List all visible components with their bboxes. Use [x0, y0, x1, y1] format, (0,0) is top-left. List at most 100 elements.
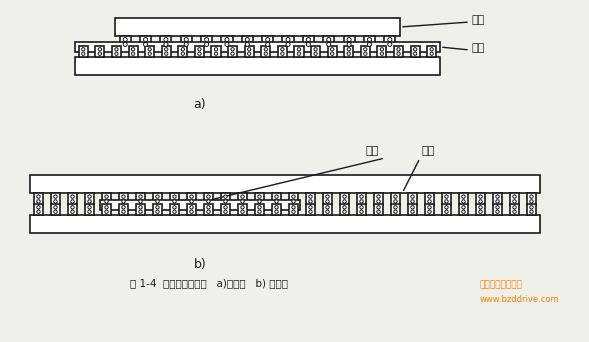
Circle shape	[496, 195, 499, 198]
Bar	[425, 204, 434, 215]
Bar	[34, 193, 43, 205]
Circle shape	[394, 200, 397, 203]
Bar	[427, 46, 436, 57]
Bar	[378, 46, 386, 57]
Circle shape	[190, 210, 193, 213]
Circle shape	[281, 52, 284, 55]
Bar	[34, 204, 43, 215]
Circle shape	[292, 195, 295, 198]
Circle shape	[530, 200, 533, 203]
Circle shape	[54, 195, 57, 198]
Bar	[30, 215, 540, 233]
Text: 初级: 初级	[422, 146, 435, 156]
Bar	[374, 193, 383, 205]
Circle shape	[327, 38, 331, 42]
Circle shape	[309, 200, 312, 203]
Circle shape	[115, 48, 118, 51]
Bar	[303, 36, 314, 48]
Circle shape	[411, 195, 414, 198]
Text: 图 1-4  双边型直线电机   a)短初级   b) 短次级: 图 1-4 双边型直线电机 a)短初级 b) 短次级	[130, 278, 288, 288]
Bar	[187, 204, 196, 215]
Circle shape	[105, 206, 108, 209]
Circle shape	[428, 210, 431, 213]
Circle shape	[224, 206, 227, 209]
Circle shape	[71, 195, 74, 198]
Bar	[306, 193, 315, 205]
Circle shape	[397, 52, 400, 55]
Circle shape	[245, 42, 249, 47]
Bar	[201, 36, 212, 48]
Circle shape	[360, 206, 363, 209]
Circle shape	[224, 200, 227, 203]
Circle shape	[115, 52, 118, 55]
Circle shape	[286, 42, 290, 47]
Circle shape	[204, 38, 209, 42]
Circle shape	[264, 48, 267, 51]
Bar	[327, 46, 337, 57]
Bar	[170, 204, 179, 215]
Bar	[323, 36, 335, 48]
Circle shape	[123, 42, 127, 47]
Circle shape	[530, 210, 533, 213]
Circle shape	[173, 200, 176, 203]
Circle shape	[156, 206, 159, 209]
Circle shape	[190, 200, 193, 203]
Bar	[136, 193, 145, 205]
Circle shape	[368, 42, 372, 47]
Circle shape	[360, 195, 363, 198]
Circle shape	[275, 195, 278, 198]
Bar	[442, 193, 451, 205]
Circle shape	[184, 42, 188, 47]
Circle shape	[139, 195, 142, 198]
Circle shape	[144, 38, 148, 42]
Bar	[476, 193, 485, 205]
Circle shape	[326, 195, 329, 198]
Circle shape	[413, 48, 417, 51]
Circle shape	[148, 48, 151, 51]
Circle shape	[496, 210, 499, 213]
Circle shape	[247, 52, 251, 55]
Circle shape	[258, 195, 261, 198]
Circle shape	[105, 210, 108, 213]
Bar	[294, 46, 303, 57]
Bar	[357, 193, 366, 205]
Circle shape	[266, 42, 270, 47]
Circle shape	[326, 200, 329, 203]
Bar	[153, 204, 162, 215]
Circle shape	[275, 210, 278, 213]
Bar	[262, 46, 270, 57]
Circle shape	[241, 206, 244, 209]
Bar	[85, 193, 94, 205]
Circle shape	[139, 200, 142, 203]
Circle shape	[411, 210, 414, 213]
Bar	[442, 204, 451, 215]
Circle shape	[428, 195, 431, 198]
Circle shape	[207, 210, 210, 213]
Circle shape	[445, 206, 448, 209]
Bar	[411, 46, 420, 57]
Circle shape	[122, 206, 125, 209]
Circle shape	[241, 200, 244, 203]
Bar	[160, 36, 171, 48]
Circle shape	[231, 52, 234, 55]
Circle shape	[139, 206, 142, 209]
Circle shape	[207, 206, 210, 209]
Bar	[211, 46, 221, 57]
Circle shape	[430, 48, 434, 51]
Text: a): a)	[194, 98, 206, 111]
Circle shape	[428, 200, 431, 203]
Bar	[51, 204, 60, 215]
Bar	[394, 46, 403, 57]
Bar	[510, 193, 519, 205]
Circle shape	[148, 52, 151, 55]
Circle shape	[330, 52, 334, 55]
Circle shape	[105, 195, 108, 198]
Bar	[238, 193, 247, 205]
Bar	[221, 36, 233, 48]
Circle shape	[394, 206, 397, 209]
Bar	[527, 193, 536, 205]
Bar	[344, 46, 353, 57]
Circle shape	[343, 195, 346, 198]
Circle shape	[198, 48, 201, 51]
Circle shape	[462, 200, 465, 203]
